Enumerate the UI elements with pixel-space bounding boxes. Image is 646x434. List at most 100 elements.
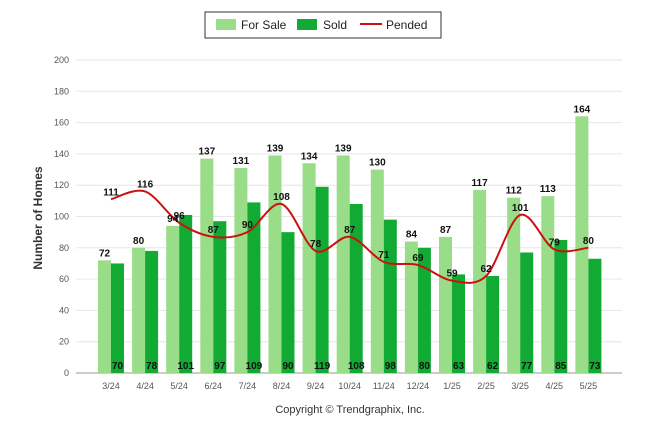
bar-for-sale xyxy=(166,225,180,373)
bar-sold xyxy=(554,239,568,373)
x-axis-ticks: 3/24 4/24 5/24 6/24 7/24 8/24 9/24 10/24 11/24 12… xyxy=(102,381,597,391)
x-tick-label: 10/24 xyxy=(338,381,361,391)
data-label-sold: 98 xyxy=(385,361,397,372)
data-label-sold: 62 xyxy=(487,361,499,372)
data-label-pended: 101 xyxy=(512,203,529,214)
bar-for-sale xyxy=(132,247,146,373)
copyright-text: Copyright © Trendgraphix, Inc. xyxy=(275,404,424,416)
bar-for-sale xyxy=(336,155,350,373)
bar-for-sale xyxy=(268,155,282,373)
data-label-sold: 108 xyxy=(348,361,365,372)
data-label-sold: 101 xyxy=(177,361,194,372)
bar-for-sale xyxy=(575,116,589,373)
y-axis-label: Number of Homes xyxy=(31,166,45,270)
bars xyxy=(98,116,602,373)
y-tick-label: 100 xyxy=(54,212,69,222)
data-label-sold: 80 xyxy=(419,361,431,372)
x-tick-label: 3/25 xyxy=(511,381,529,391)
data-label-sold: 78 xyxy=(146,361,158,372)
bar-for-sale xyxy=(234,167,248,373)
data-label-for-sale: 84 xyxy=(406,230,418,241)
x-tick-label: 2/25 xyxy=(477,381,495,391)
legend-label-pended: Pended xyxy=(386,18,427,32)
data-label-for-sale: 112 xyxy=(506,186,523,197)
data-label-pended: 71 xyxy=(378,250,390,261)
x-tick-label: 3/24 xyxy=(102,381,120,391)
data-label-for-sale: 164 xyxy=(574,104,591,115)
bar-sold xyxy=(111,263,124,373)
bar-for-sale xyxy=(507,197,521,373)
pended-line-path xyxy=(110,189,589,284)
legend-label-for-sale: For Sale xyxy=(241,18,287,32)
data-label-pended: 79 xyxy=(549,237,561,248)
data-label-sold: 70 xyxy=(112,361,124,372)
y-tick-label: 120 xyxy=(54,180,69,190)
data-label-for-sale: 72 xyxy=(99,248,111,259)
bar-sold xyxy=(315,186,329,373)
data-label-sold: 109 xyxy=(246,361,263,372)
y-tick-label: 160 xyxy=(54,118,69,128)
data-label-pended: 59 xyxy=(446,269,458,280)
x-tick-label: 4/25 xyxy=(546,381,564,391)
data-label-sold: 77 xyxy=(521,361,533,372)
bar-sold xyxy=(349,203,363,373)
y-tick-label: 20 xyxy=(59,337,69,347)
y-tick-label: 60 xyxy=(59,274,69,284)
y-tick-label: 40 xyxy=(59,305,69,315)
bar-sold xyxy=(486,275,500,373)
bar-sold xyxy=(179,214,193,373)
data-label-pended: 80 xyxy=(583,236,595,247)
data-label-sold: 97 xyxy=(214,361,226,372)
data-label-for-sale: 94 xyxy=(167,214,179,225)
bar-sold xyxy=(452,274,465,373)
x-tick-label: 8/24 xyxy=(273,381,291,391)
bar-sold xyxy=(520,252,534,373)
x-tick-label: 11/24 xyxy=(373,381,395,391)
y-tick-label: 80 xyxy=(59,243,69,253)
x-tick-label: 1/25 xyxy=(443,381,461,391)
x-tick-label: 5/25 xyxy=(580,381,598,391)
bar-for-sale xyxy=(439,236,452,373)
data-label-for-sale: 137 xyxy=(198,147,215,158)
data-label-pended: 90 xyxy=(242,220,254,231)
x-tick-label: 7/24 xyxy=(239,381,257,391)
data-label-for-sale: 80 xyxy=(133,236,145,247)
data-label-for-sale: 130 xyxy=(369,158,386,169)
data-label-for-sale: 87 xyxy=(440,225,452,236)
data-label-for-sale: 134 xyxy=(301,151,318,162)
data-label-sold: 85 xyxy=(555,361,567,372)
bar-sold xyxy=(383,219,397,373)
bar-for-sale xyxy=(541,196,555,373)
y-tick-label: 200 xyxy=(54,55,69,65)
bar-sold xyxy=(213,221,227,373)
y-tick-label: 0 xyxy=(64,368,69,378)
bar-sold xyxy=(588,258,602,373)
bar-for-sale xyxy=(200,158,214,373)
data-label-pended: 78 xyxy=(310,239,322,250)
x-tick-label: 4/24 xyxy=(136,381,154,391)
legend: For Sale Sold Pended xyxy=(204,11,442,39)
data-label-sold: 119 xyxy=(314,361,331,372)
data-label-sold: 63 xyxy=(453,361,465,372)
bar-for-sale xyxy=(370,169,384,373)
y-axis-ticks: 0 20 40 60 80 100 120 140 160 180 200 xyxy=(54,55,69,378)
x-tick-label: 5/24 xyxy=(170,381,188,391)
x-tick-label: 12/24 xyxy=(407,381,430,391)
bar-sold xyxy=(145,250,159,373)
data-label-for-sale: 113 xyxy=(540,184,557,195)
bar-sold xyxy=(417,247,431,373)
data-label-pended: 108 xyxy=(273,192,290,203)
data-label-for-sale: 117 xyxy=(472,178,489,189)
data-label-sold: 73 xyxy=(589,361,601,372)
data-label-sold: 90 xyxy=(282,361,294,372)
data-label-for-sale: 131 xyxy=(233,156,250,167)
x-tick-label: 6/24 xyxy=(205,381,223,391)
data-label-pended: 87 xyxy=(344,225,356,236)
data-labels: 72 70 111 80 78 116 94 101 96 137 97 87 131 109 90 139 9… xyxy=(99,104,601,372)
y-tick-label: 180 xyxy=(54,86,69,96)
data-label-for-sale: 139 xyxy=(267,143,284,154)
bar-for-sale xyxy=(98,260,111,373)
x-tick-label: 9/24 xyxy=(307,381,325,391)
legend-swatch-for-sale xyxy=(216,19,236,30)
